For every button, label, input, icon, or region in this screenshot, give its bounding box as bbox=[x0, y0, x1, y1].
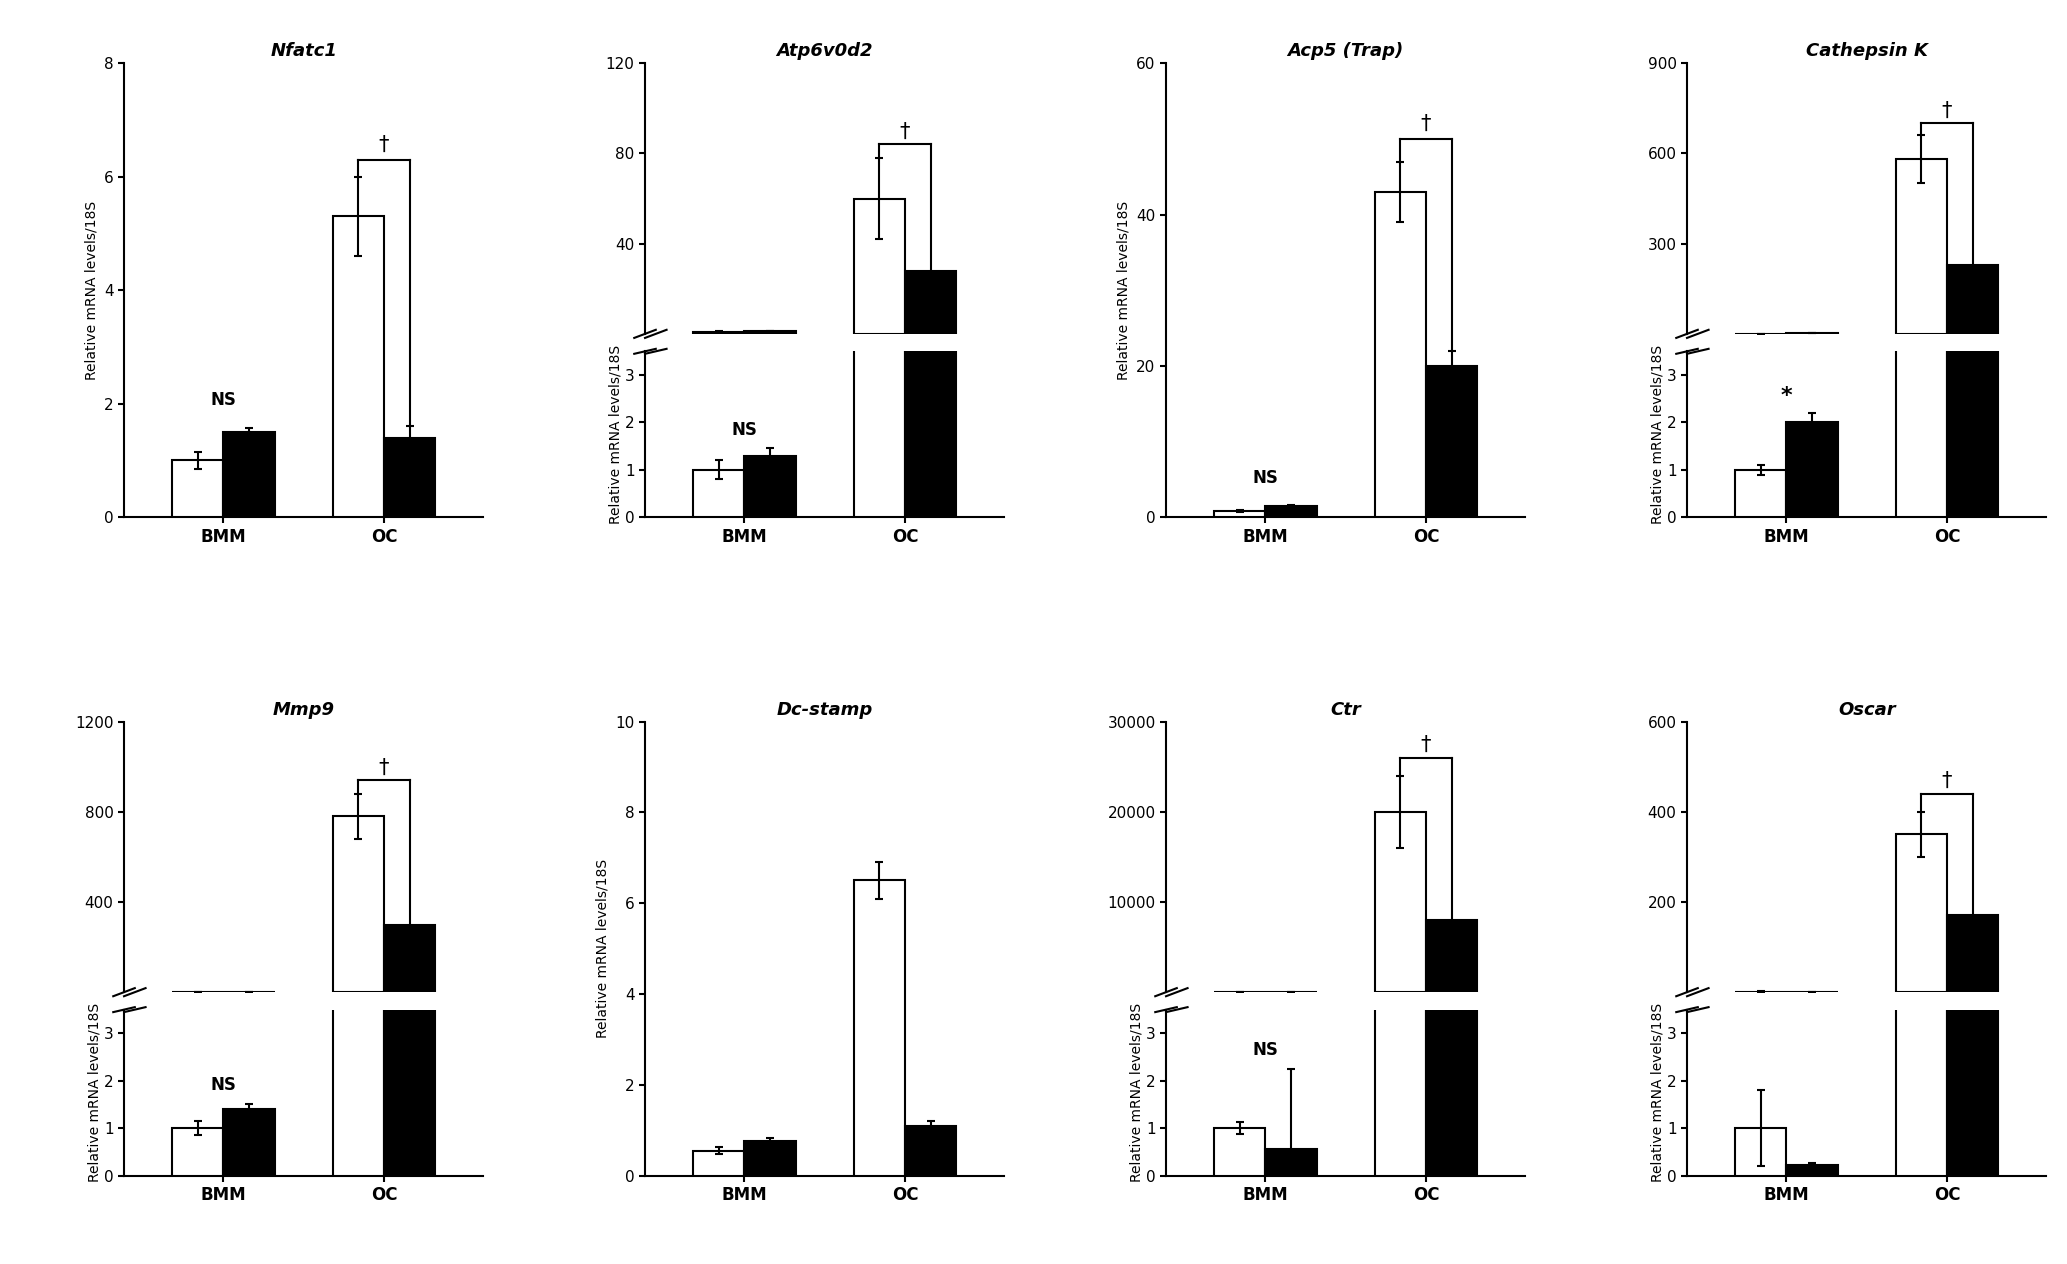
Bar bbox=[333, 216, 384, 517]
Text: NS: NS bbox=[1253, 469, 1277, 487]
Bar bbox=[1265, 506, 1317, 517]
Title: Ctr: Ctr bbox=[1331, 700, 1360, 718]
Bar bbox=[1947, 0, 1999, 517]
Title: Dc-stamp: Dc-stamp bbox=[777, 700, 872, 718]
Text: NS: NS bbox=[1253, 1042, 1277, 1059]
Title: Mmp9: Mmp9 bbox=[273, 700, 335, 718]
Bar bbox=[1375, 0, 1426, 1176]
Bar bbox=[744, 455, 796, 517]
Title: Atp6v0d2: Atp6v0d2 bbox=[777, 42, 872, 61]
Bar bbox=[854, 881, 905, 1176]
Y-axis label: Relative mRNA levels/18S: Relative mRNA levels/18S bbox=[595, 860, 610, 1038]
Y-axis label: Relative mRNA levels/18S: Relative mRNA levels/18S bbox=[1649, 1004, 1664, 1182]
Bar bbox=[384, 0, 436, 1176]
Bar bbox=[1895, 834, 1947, 992]
Text: *: * bbox=[1780, 387, 1792, 406]
Bar bbox=[1947, 264, 1999, 334]
Bar bbox=[1734, 470, 1786, 517]
Bar bbox=[692, 331, 744, 334]
Bar bbox=[172, 1129, 223, 1176]
Text: †: † bbox=[1420, 734, 1430, 755]
Bar bbox=[1895, 159, 1947, 334]
Y-axis label: Relative mRNA levels/18S: Relative mRNA levels/18S bbox=[1116, 201, 1131, 379]
Bar bbox=[1947, 915, 1999, 992]
Text: NS: NS bbox=[732, 421, 757, 439]
Bar bbox=[1426, 920, 1478, 992]
Bar bbox=[333, 817, 384, 992]
Bar bbox=[223, 1110, 275, 1176]
Bar bbox=[905, 0, 957, 517]
Bar bbox=[1786, 422, 1838, 517]
Bar bbox=[744, 331, 796, 334]
Y-axis label: Relative mRNA levels/18S: Relative mRNA levels/18S bbox=[85, 201, 99, 379]
Bar bbox=[1426, 365, 1478, 517]
Text: NS: NS bbox=[211, 1077, 236, 1095]
Bar bbox=[1734, 1129, 1786, 1176]
Bar bbox=[1375, 811, 1426, 992]
Title: Acp5 (Trap): Acp5 (Trap) bbox=[1288, 42, 1403, 61]
Title: Cathepsin K: Cathepsin K bbox=[1807, 42, 1929, 61]
Bar bbox=[744, 1141, 796, 1176]
Bar bbox=[1895, 0, 1947, 1176]
Bar bbox=[223, 432, 275, 517]
Bar bbox=[854, 198, 905, 334]
Text: †: † bbox=[1420, 114, 1430, 134]
Bar bbox=[1213, 511, 1265, 517]
Bar bbox=[384, 924, 436, 992]
Text: †: † bbox=[1941, 101, 1951, 120]
Bar bbox=[172, 460, 223, 517]
Bar bbox=[692, 470, 744, 517]
Text: †: † bbox=[378, 135, 389, 155]
Bar bbox=[1895, 0, 1947, 517]
Text: †: † bbox=[1941, 771, 1951, 791]
Text: †: † bbox=[899, 121, 909, 142]
Bar bbox=[692, 1150, 744, 1176]
Bar bbox=[1213, 1129, 1265, 1176]
Text: NS: NS bbox=[211, 392, 236, 410]
Title: Nfatc1: Nfatc1 bbox=[271, 42, 337, 61]
Y-axis label: Relative mRNA levels/18S: Relative mRNA levels/18S bbox=[1649, 345, 1664, 523]
Title: Oscar: Oscar bbox=[1838, 700, 1895, 718]
Bar bbox=[384, 437, 436, 517]
Bar bbox=[905, 270, 957, 334]
Text: †: † bbox=[378, 757, 389, 777]
Bar bbox=[1786, 1165, 1838, 1176]
Bar bbox=[1375, 192, 1426, 517]
Bar bbox=[905, 1125, 957, 1176]
Y-axis label: Relative mRNA levels/18S: Relative mRNA levels/18S bbox=[608, 345, 622, 523]
Y-axis label: Relative mRNA levels/18S: Relative mRNA levels/18S bbox=[1129, 1004, 1143, 1182]
Bar bbox=[333, 0, 384, 1176]
Bar bbox=[854, 0, 905, 517]
Bar bbox=[1265, 1149, 1317, 1176]
Y-axis label: Relative mRNA levels/18S: Relative mRNA levels/18S bbox=[87, 1004, 101, 1182]
Bar bbox=[1426, 0, 1478, 1176]
Bar bbox=[1947, 0, 1999, 1176]
